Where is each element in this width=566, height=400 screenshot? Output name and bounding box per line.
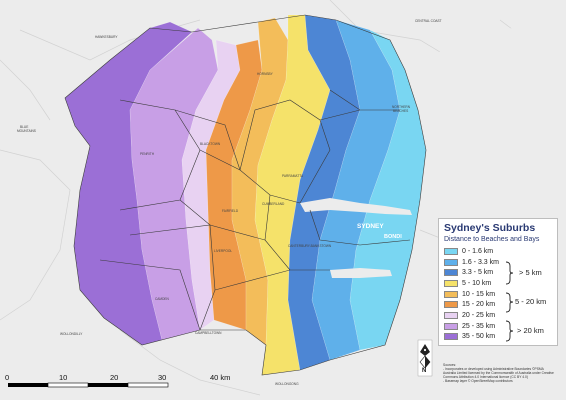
legend-label: 0 - 1.6 km <box>462 247 494 255</box>
distance-bands <box>64 14 427 376</box>
legend-group-near: > 20 km <box>517 326 544 335</box>
legend-label: 25 - 35 km <box>462 322 496 330</box>
scale-bar <box>8 382 169 388</box>
legend-rows: 0 - 1.6 km 1.6 - 3.3 km 3.3 - 5 km 5 - 1… <box>444 246 552 342</box>
svg-text:CAMPBELLTOWN: CAMPBELLTOWN <box>195 331 222 335</box>
svg-text:FAIRFIELD: FAIRFIELD <box>222 209 239 213</box>
legend-item: 25 - 35 km <box>444 321 552 332</box>
sources-line: Commons Attribution 4.0 International li… <box>443 375 528 379</box>
legend-item: 15 - 20 km <box>444 299 552 310</box>
svg-text:CUMBERLAND: CUMBERLAND <box>262 202 285 206</box>
svg-text:HORNSBY: HORNSBY <box>257 72 274 76</box>
legend-label: 1.6 - 3.3 km <box>462 258 499 266</box>
legend-subtitle: Distance to Beaches and Bays <box>444 236 540 243</box>
legend-label: 3.3 - 5 km <box>462 269 494 277</box>
legend-item: 1.6 - 3.3 km <box>444 257 552 268</box>
scale-tick-20: 20 <box>110 373 119 382</box>
svg-text:LIVERPOOL: LIVERPOOL <box>214 249 232 253</box>
legend-swatch <box>444 269 458 277</box>
sources-line: Australia Limited licensed by the Common… <box>443 371 554 375</box>
legend-swatch <box>444 279 458 287</box>
legend-item: 35 - 50 km <box>444 332 552 343</box>
svg-text:HAWKESBURY: HAWKESBURY <box>95 35 118 39</box>
scale-tick-30: 30 <box>158 373 167 382</box>
place-labels: HAWKESBURY BLUE MOUNTAINS PENRITH BLACKT… <box>17 19 442 386</box>
legend-label: 10 - 15 km <box>462 290 496 298</box>
svg-text:WOLLONDILLY: WOLLONDILLY <box>60 332 83 336</box>
legend-swatch <box>444 301 458 309</box>
svg-text:BLUE: BLUE <box>20 125 28 129</box>
svg-text:CAMDEN: CAMDEN <box>155 297 170 301</box>
legend-label: 20 - 25 km <box>462 311 496 319</box>
legend-swatch <box>444 247 458 255</box>
legend-swatch <box>444 311 458 319</box>
sources-note: Sources: - Incorporates or developed usi… <box>443 363 563 383</box>
svg-text:CENTRAL COAST: CENTRAL COAST <box>415 19 442 23</box>
legend-swatch <box>444 290 458 298</box>
sources-line: - Incorporates or developed using Admini… <box>443 367 544 371</box>
legend-label: 5 - 10 km <box>462 279 492 287</box>
svg-text:CANTERBURY-BANKSTOWN: CANTERBURY-BANKSTOWN <box>288 244 332 248</box>
legend-label: 35 - 50 km <box>462 333 496 341</box>
svg-text:SYDNEY: SYDNEY <box>357 223 384 230</box>
svg-text:NORTHERN: NORTHERN <box>392 105 411 109</box>
legend: Sydney's Suburbs Distance to Beaches and… <box>438 218 558 346</box>
svg-text:MOUNTAINS: MOUNTAINS <box>17 129 36 133</box>
svg-text:PARRAMATTA: PARRAMATTA <box>282 174 304 178</box>
scale-tick-40: 40 km <box>210 373 231 382</box>
svg-text:PENRITH: PENRITH <box>140 152 155 156</box>
legend-swatch <box>444 322 458 330</box>
legend-swatch <box>444 333 458 341</box>
svg-text:BLACKTOWN: BLACKTOWN <box>200 142 221 146</box>
legend-group-mid: 5 - 20 km <box>515 297 547 306</box>
legend-label: 15 - 20 km <box>462 301 496 309</box>
legend-item: 20 - 25 km <box>444 310 552 321</box>
sources-line: Sources: <box>443 363 457 367</box>
scale-tick-0: 0 <box>5 373 10 382</box>
scale-tick-10: 10 <box>59 373 68 382</box>
botany-bay-water <box>330 268 392 278</box>
harbour-water <box>300 198 412 215</box>
legend-item: 0 - 1.6 km <box>444 246 552 257</box>
legend-title: Sydney's Suburbs <box>444 222 536 234</box>
svg-text:BONDI: BONDI <box>384 234 402 240</box>
legend-item: 3.3 - 5 km <box>444 267 552 278</box>
north-label: N <box>422 368 427 374</box>
sources-line: - Basemap layer © OpenStreetMap contribu… <box>443 379 513 383</box>
legend-swatch <box>444 258 458 266</box>
svg-text:WOLLONGONG: WOLLONGONG <box>275 382 299 386</box>
svg-text:BEACHES: BEACHES <box>393 109 408 113</box>
north-arrow <box>417 339 433 377</box>
lga-boundaries <box>64 14 427 376</box>
legend-group-far: > 5 km <box>519 268 542 277</box>
legend-item: 10 - 15 km <box>444 289 552 300</box>
legend-item: 5 - 10 km <box>444 278 552 289</box>
